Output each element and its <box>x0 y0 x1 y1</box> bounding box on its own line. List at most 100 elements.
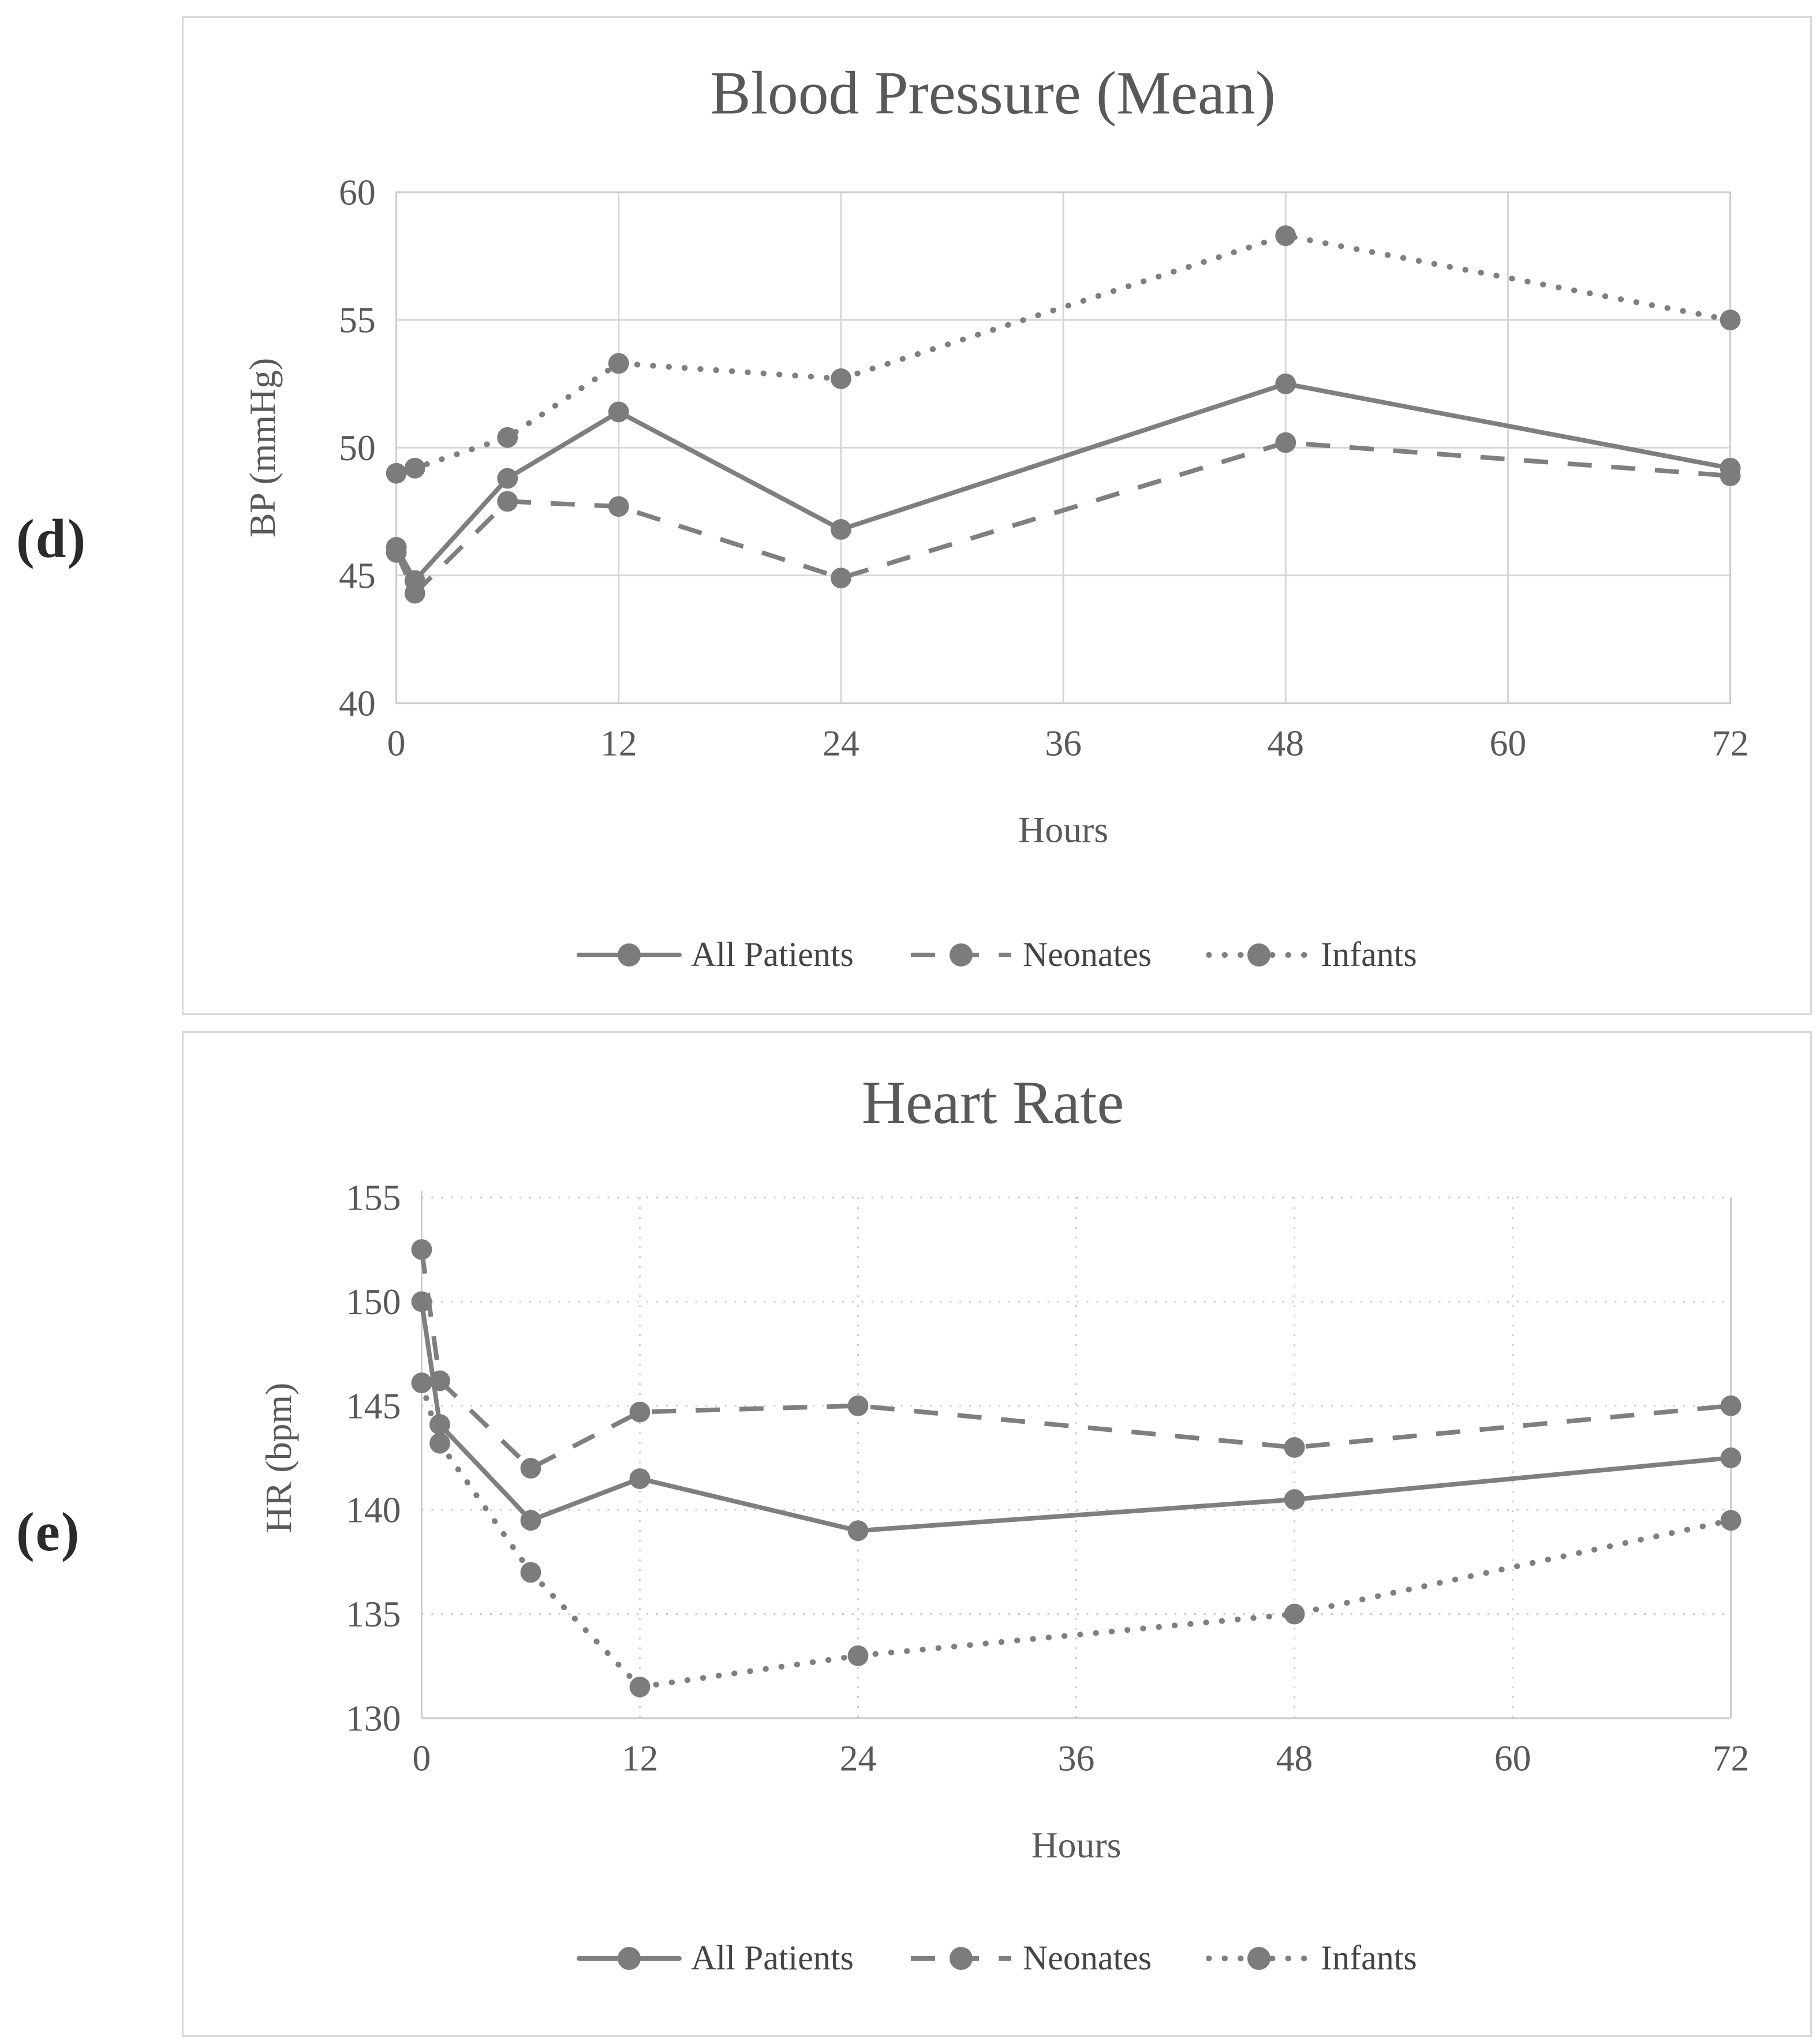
series-line-infants <box>418 1380 1734 1691</box>
x-tick-label-0: 0 <box>387 723 406 764</box>
data-point-infants-12h <box>629 1676 651 1697</box>
x-tick-label-36: 36 <box>1058 1738 1095 1779</box>
data-point-neonates-0h <box>411 1239 432 1260</box>
data-point-infants-1h <box>429 1432 450 1454</box>
data-point-neonates-1h <box>404 583 425 604</box>
legend-label-all-patients: All Patients <box>691 1939 854 1977</box>
data-point-neonates-72h <box>1720 465 1741 487</box>
chart-title: Blood Pressure (Mean) <box>710 59 1276 127</box>
x-tick-label-0: 0 <box>412 1738 431 1779</box>
y-tick-label-40: 40 <box>339 682 376 723</box>
y-tick-label-150: 150 <box>346 1281 401 1322</box>
y-tick-label-155: 155 <box>346 1177 401 1218</box>
legend-label-neonates: Neonates <box>1022 935 1152 973</box>
legend-label-neonates: Neonates <box>1022 1939 1152 1977</box>
chart-title: Heart Rate <box>862 1069 1124 1136</box>
legend-marker-sample <box>1247 943 1271 967</box>
x-tick-label-12: 12 <box>622 1738 659 1779</box>
x-tick-label-12: 12 <box>600 723 637 764</box>
chart-panel-heart-rate: Heart Rate 130 135 140 145 150 155 0 12 24 36 48 60 7… <box>182 1031 1812 2037</box>
data-point-infants-24h <box>847 1645 869 1666</box>
chart-panel-blood-pressure: Blood Pressure (Mean) 40 45 50 55 60 0 12 24 36 48… <box>182 16 1812 1015</box>
panel-label-d: (d) <box>16 508 87 569</box>
y-tick-label-135: 135 <box>346 1594 401 1635</box>
data-point-all-patients-24h <box>831 519 851 540</box>
data-point-infants-0h <box>411 1372 432 1394</box>
legend-item-infants: Infants <box>1206 1938 1417 1978</box>
data-point-neonates-12h <box>629 1401 651 1423</box>
y-tick-label-140: 140 <box>346 1490 401 1531</box>
y-tick-label-55: 55 <box>339 300 376 341</box>
legend-marker-sample <box>618 1946 641 1970</box>
legend-item-all-patients: All Patients <box>577 1938 854 1978</box>
data-point-infants-24h <box>831 368 851 389</box>
x-axis-label: Hours <box>1018 809 1108 850</box>
legend-swatch-neonates-line-icon <box>910 943 1011 967</box>
series-line-neonates <box>419 1249 1731 1471</box>
x-tick-label-72: 72 <box>1713 1738 1750 1779</box>
data-point-neonates-12h <box>608 496 629 517</box>
data-point-neonates-6h <box>520 1458 541 1479</box>
data-point-infants-48h <box>1284 1603 1305 1625</box>
data-point-all-patients-48h <box>1275 373 1296 394</box>
y-tick-label-45: 45 <box>339 555 376 596</box>
y-axis-label: HR (bpm) <box>258 1383 299 1533</box>
y-axis-label: BP (mmHg) <box>242 358 283 538</box>
data-point-neonates-1h <box>429 1370 450 1391</box>
x-tick-label-36: 36 <box>1045 723 1082 764</box>
legend-swatch-all-patients-line-icon <box>577 943 682 967</box>
data-point-all-patients-48h <box>1284 1489 1305 1510</box>
x-tick-label-48: 48 <box>1267 723 1304 764</box>
legend-blood-pressure: All Patients Neonates Infants <box>184 935 1810 975</box>
legend-swatch-infants-line-icon <box>1206 1946 1312 1970</box>
data-point-all-patients-12h <box>608 401 629 423</box>
legend-item-all-patients: All Patients <box>577 935 854 975</box>
data-point-neonates-72h <box>1720 1395 1741 1416</box>
data-point-all-patients-24h <box>847 1520 869 1542</box>
data-point-neonates-24h <box>847 1395 869 1416</box>
x-tick-label-48: 48 <box>1276 1738 1313 1779</box>
data-point-infants-72h <box>1720 1510 1741 1531</box>
heart-rate-chart: Heart Rate 130 135 140 145 150 155 0 12 24 36 48 60 7… <box>258 1069 1750 1865</box>
data-point-infants-0h <box>386 462 407 484</box>
data-point-infants-6h <box>520 1562 541 1583</box>
x-tick-label-60: 60 <box>1490 723 1527 764</box>
x-tick-label-60: 60 <box>1494 1738 1531 1779</box>
legend-label-infants: Infants <box>1321 1939 1417 1977</box>
x-tick-label-72: 72 <box>1712 723 1749 764</box>
legend-label-infants: Infants <box>1321 935 1417 973</box>
data-point-all-patients-1h <box>429 1414 450 1435</box>
y-tick-label-130: 130 <box>346 1697 401 1738</box>
data-point-all-patients-6h <box>497 468 518 489</box>
legend-item-neonates: Neonates <box>909 935 1152 975</box>
legend-heart-rate: All Patients Neonates Infants <box>184 1938 1810 1978</box>
blood-pressure-chart: Blood Pressure (Mean) 40 45 50 55 60 0 12 24 36 48… <box>242 59 1749 850</box>
legend-swatch-all-patients-line-icon <box>577 1946 682 1970</box>
x-tick-label-24: 24 <box>823 723 859 764</box>
data-point-all-patients-12h <box>629 1468 651 1489</box>
plot-border <box>395 191 1732 704</box>
legend-marker-sample <box>949 943 973 967</box>
x-axis-label: Hours <box>1032 1824 1122 1865</box>
data-point-neonates-6h <box>497 491 518 512</box>
data-point-infants-48h <box>1275 225 1296 247</box>
data-point-infants-6h <box>497 427 518 448</box>
legend-swatch-neonates-line-icon <box>910 1946 1011 1970</box>
panel-label-e: (e) <box>16 1501 81 1562</box>
data-point-all-patients-72h <box>1720 1447 1741 1468</box>
data-point-all-patients-6h <box>520 1510 541 1531</box>
data-point-neonates-48h <box>1275 432 1296 453</box>
y-tick-label-145: 145 <box>346 1385 401 1426</box>
y-tick-label-60: 60 <box>339 171 376 212</box>
legend-label-all-patients: All Patients <box>691 935 854 973</box>
legend-marker-sample <box>1247 1946 1271 1970</box>
legend-marker-sample <box>949 1946 973 1970</box>
legend-item-neonates: Neonates <box>909 1938 1152 1978</box>
legend-swatch-infants-line-icon <box>1206 943 1312 967</box>
data-point-neonates-0h <box>386 542 407 563</box>
data-point-infants-72h <box>1720 309 1741 331</box>
x-tick-label-24: 24 <box>840 1738 877 1779</box>
data-point-infants-1h <box>404 457 425 479</box>
data-point-neonates-24h <box>831 568 851 589</box>
